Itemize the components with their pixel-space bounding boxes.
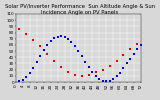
Point <box>39 45 42 47</box>
Point <box>60 36 62 37</box>
Point <box>77 50 80 52</box>
Point <box>46 44 48 46</box>
Point <box>74 45 76 47</box>
Point <box>101 69 104 70</box>
Point <box>129 48 132 49</box>
Point <box>32 68 35 69</box>
Point <box>94 75 97 77</box>
Point <box>53 60 55 62</box>
Point <box>115 76 118 77</box>
Point <box>39 55 42 57</box>
Point <box>56 36 59 38</box>
Point <box>63 37 66 38</box>
Point <box>81 55 83 57</box>
Point <box>18 80 21 82</box>
Point <box>98 78 100 80</box>
Point <box>84 61 87 62</box>
Point <box>60 66 62 68</box>
Point <box>22 79 24 80</box>
Point <box>81 75 83 77</box>
Point <box>42 49 45 51</box>
Point <box>67 38 69 40</box>
Point <box>70 42 73 43</box>
Point <box>88 66 90 68</box>
Point <box>101 80 104 82</box>
Point <box>25 76 28 78</box>
Point <box>105 81 107 82</box>
Point <box>122 54 125 56</box>
Point <box>122 68 125 69</box>
Point <box>140 44 142 46</box>
Point <box>74 74 76 75</box>
Point <box>133 53 135 54</box>
Point <box>94 71 97 73</box>
Point <box>36 61 38 63</box>
Point <box>108 80 111 82</box>
Point <box>18 29 21 30</box>
Point <box>32 39 35 41</box>
Point <box>25 33 28 35</box>
Point <box>29 72 31 74</box>
Point <box>129 58 132 59</box>
Point <box>46 53 48 54</box>
Point <box>119 72 121 74</box>
Point <box>108 65 111 67</box>
Point <box>67 71 69 73</box>
Point <box>115 60 118 62</box>
Point <box>88 74 90 75</box>
Point <box>126 63 128 64</box>
Point <box>91 71 94 73</box>
Point <box>136 43 139 44</box>
Point <box>53 37 55 39</box>
Point <box>49 40 52 42</box>
Point <box>136 48 139 49</box>
Text: Solar PV/Inverter Performance  Sun Altitude Angle & Sun Incidence Angle on PV Pa: Solar PV/Inverter Performance Sun Altitu… <box>5 4 155 15</box>
Point <box>112 78 114 80</box>
